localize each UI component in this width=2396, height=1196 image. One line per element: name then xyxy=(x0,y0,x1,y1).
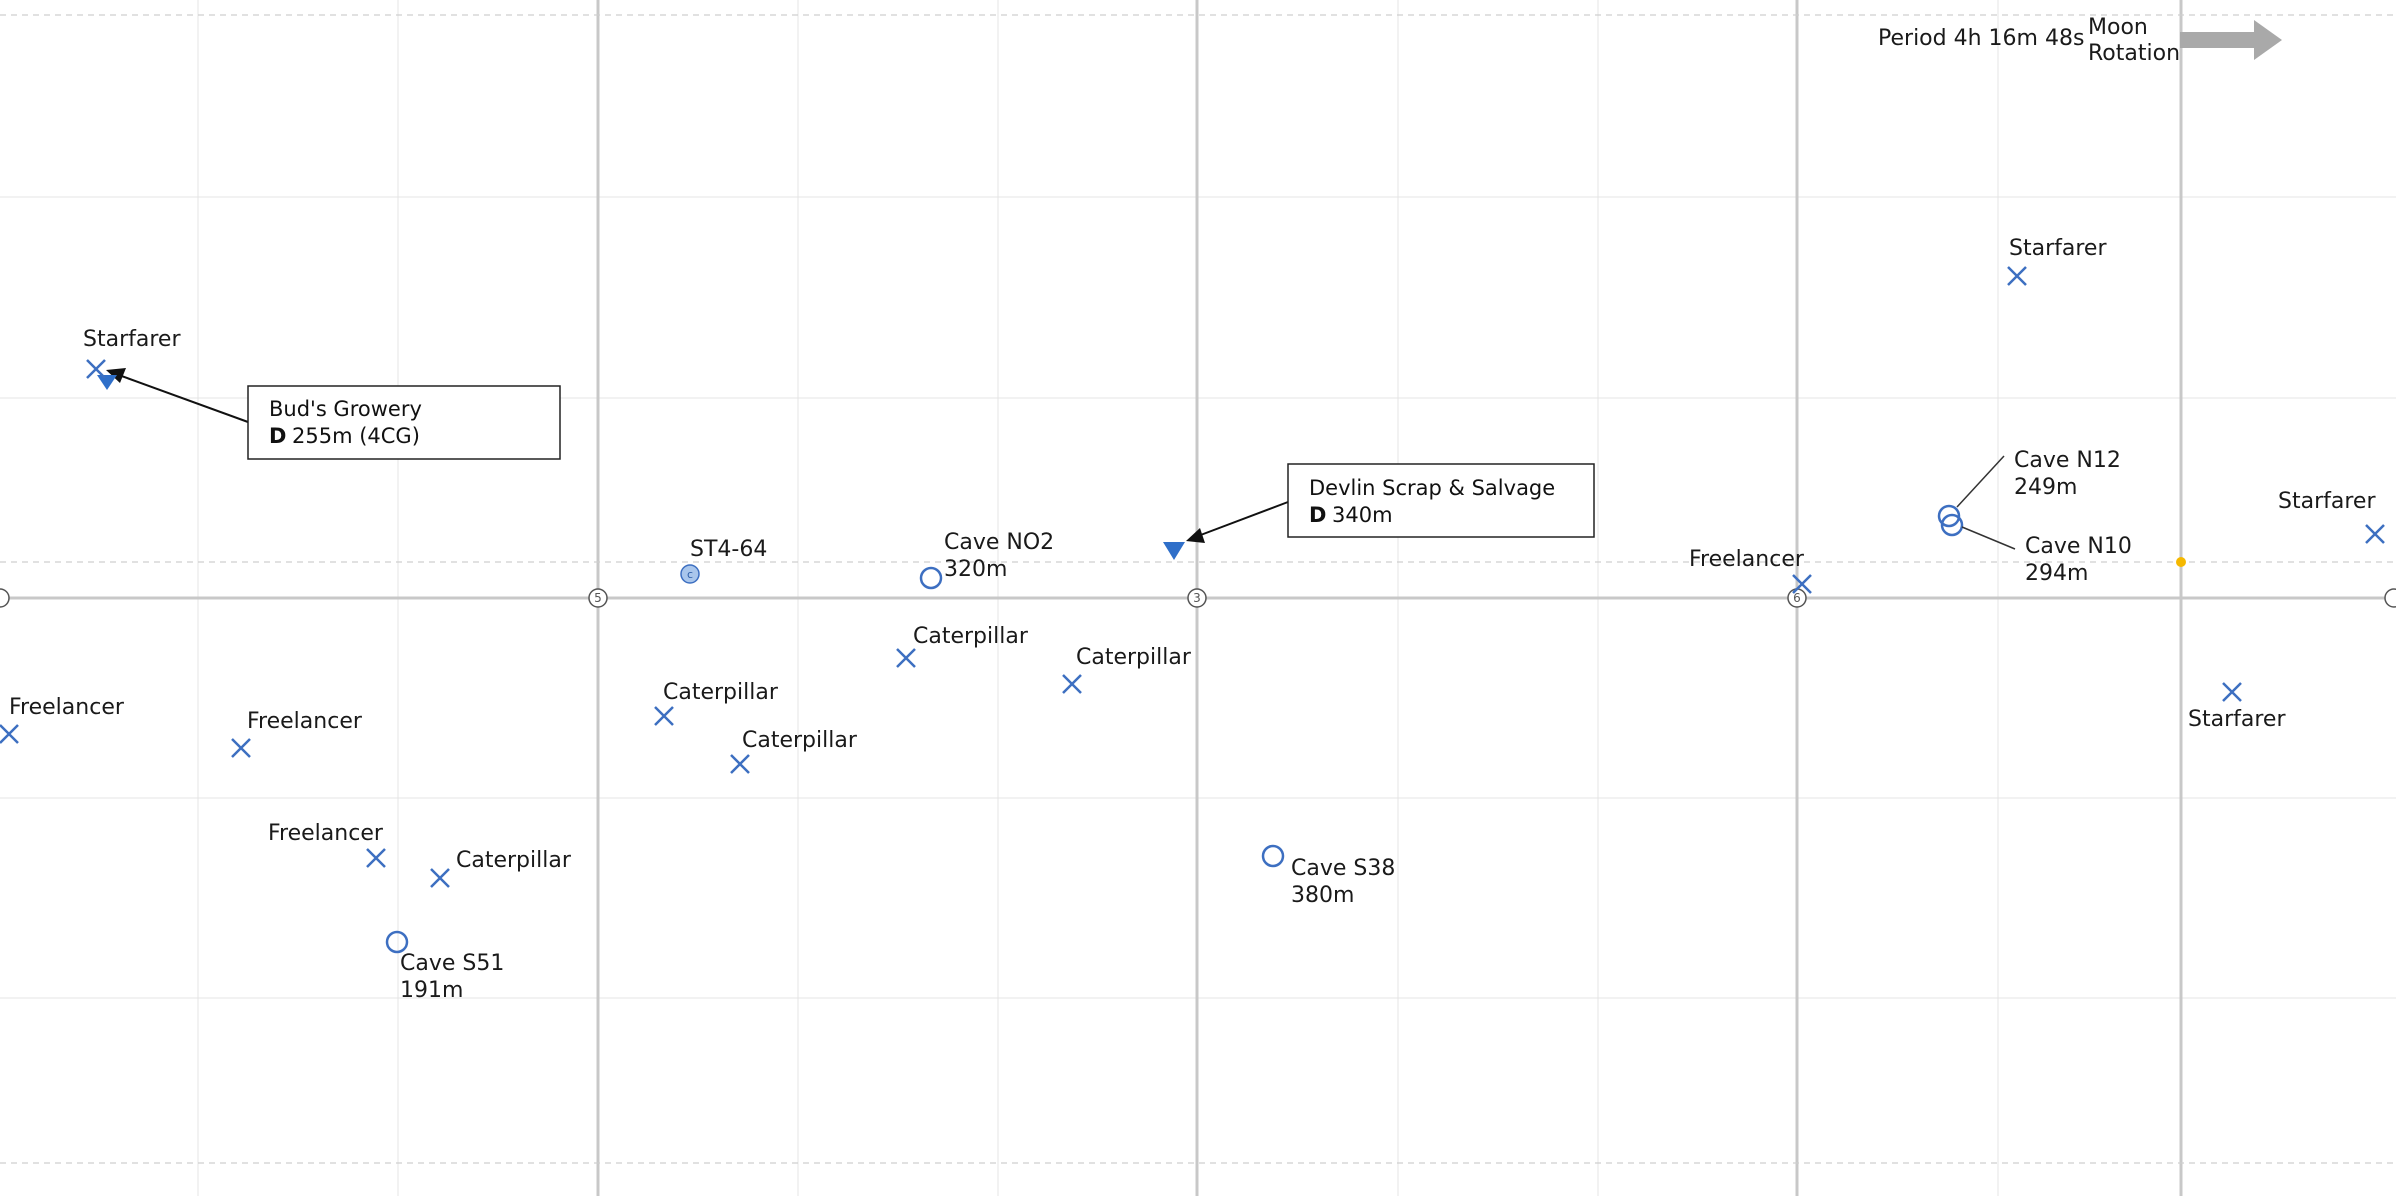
svg-text:6: 6 xyxy=(1793,591,1801,605)
cave-circle-icon xyxy=(1937,504,1961,528)
cave-depth: 320m xyxy=(944,557,1007,582)
wreck-freelancer[interactable]: Freelancer xyxy=(1689,547,1812,594)
callout-title: Bud's Growery xyxy=(269,397,422,421)
wreck-caterpillar[interactable]: Caterpillar xyxy=(654,680,779,726)
cave-depth: 191m xyxy=(400,978,463,1003)
cave-name: Cave S51 xyxy=(400,951,504,976)
wreck-label: Starfarer xyxy=(83,327,181,352)
cave-circle-icon xyxy=(919,566,943,590)
cave-circle-icon xyxy=(1940,513,1964,537)
wreck-x-icon xyxy=(86,359,106,379)
callout-buds-growery[interactable]: Bud's Growery D 255m (4CG) xyxy=(106,368,561,460)
sun-position-dot xyxy=(2176,557,2186,567)
settlement-label: ST4-64 xyxy=(690,537,767,562)
cave-leader-line xyxy=(1961,526,2016,550)
cave-name: Cave N12 xyxy=(2014,448,2121,473)
wreck-caterpillar[interactable]: Caterpillar xyxy=(1062,645,1192,694)
svg-text:3: 3 xyxy=(1193,591,1201,605)
callout-distance-prefix: D xyxy=(1309,503,1326,527)
wreck-label: Freelancer xyxy=(247,709,363,734)
wreck-x-icon xyxy=(1062,674,1082,694)
wreck-x-icon xyxy=(896,648,916,668)
wreck-label: Caterpillar xyxy=(913,624,1029,649)
arrow-right-icon xyxy=(2180,20,2282,60)
cave-no2[interactable]: Cave NO2 320m xyxy=(919,530,1054,590)
wreck-x-icon xyxy=(366,848,386,868)
wreck-label: Caterpillar xyxy=(1076,645,1192,670)
svg-text:5: 5 xyxy=(594,591,602,605)
wreck-label: Freelancer xyxy=(1689,547,1805,572)
rotation-period-text: Period 4h 16m 48s xyxy=(1878,26,2084,51)
cave-n12[interactable]: Cave N12 249m xyxy=(1937,448,2121,528)
cave-depth: 294m xyxy=(2025,561,2088,586)
callout-box xyxy=(1287,463,1595,538)
wreck-label: Starfarer xyxy=(2188,707,2286,732)
axis-marker-5: 5 xyxy=(588,588,608,608)
wreck-starfarer[interactable]: Starfarer xyxy=(2278,489,2385,544)
cave-s51[interactable]: Cave S51 191m xyxy=(385,930,504,1003)
wreck-starfarer[interactable]: Starfarer xyxy=(2188,682,2286,732)
cave-circle-icon xyxy=(385,930,409,954)
cave-name: Cave N10 xyxy=(2025,534,2132,559)
outpost-buds-growery-marker[interactable] xyxy=(97,375,117,390)
cave-n10[interactable]: Cave N10 294m xyxy=(1940,513,2132,586)
cave-s38[interactable]: Cave S38 380m xyxy=(1261,844,1395,908)
settlement-icon xyxy=(680,564,700,584)
wreck-label: Starfarer xyxy=(2009,236,2107,261)
rotation-label-line1: Moon xyxy=(2088,15,2148,40)
outpost-devlin-marker[interactable] xyxy=(1163,542,1185,560)
wreck-starfarer[interactable]: Starfarer xyxy=(2007,236,2107,286)
cave-name: Cave S38 xyxy=(1291,856,1395,881)
axis-markers: 5 3 6 xyxy=(0,588,2396,608)
wreck-label: Caterpillar xyxy=(663,680,779,705)
wreck-x-icon xyxy=(1792,574,1812,594)
wreck-x-icon xyxy=(2365,524,2385,544)
wreck-label: Freelancer xyxy=(268,821,384,846)
axis-marker-right-edge xyxy=(2384,588,2396,608)
axis-marker-6: 6 xyxy=(1787,588,1807,608)
axis-marker-left-edge xyxy=(0,588,10,608)
wreck-freelancer[interactable]: Freelancer xyxy=(231,709,363,758)
wreck-x-icon xyxy=(0,724,19,744)
cave-leader-line xyxy=(1956,455,2005,508)
wreck-caterpillar[interactable]: Caterpillar xyxy=(430,848,572,888)
wreck-x-icon xyxy=(231,738,251,758)
moon-rotation-header: Period 4h 16m 48s Moon Rotation xyxy=(1878,15,2282,66)
wreck-markers: Starfarer Starfarer Starfarer Starfarer … xyxy=(0,236,2385,888)
wreck-label: Caterpillar xyxy=(742,728,858,753)
axis-marker-3: 3 xyxy=(1187,588,1207,608)
wreck-label: Starfarer xyxy=(2278,489,2376,514)
wreck-label: Freelancer xyxy=(9,695,125,720)
cave-circle-icon xyxy=(1261,844,1285,868)
callout-leader-line xyxy=(115,373,249,423)
wreck-freelancer[interactable]: Freelancer xyxy=(0,695,125,744)
callout-distance-prefix: D xyxy=(269,424,286,448)
wreck-x-icon xyxy=(2222,682,2242,702)
wreck-x-icon xyxy=(654,706,674,726)
callout-title: Devlin Scrap & Salvage xyxy=(1309,476,1555,500)
callout-distance: 255m (4CG) xyxy=(292,424,420,448)
wreck-freelancer[interactable]: Freelancer xyxy=(268,821,386,868)
cave-depth: 249m xyxy=(2014,475,2077,500)
callout-box xyxy=(247,385,561,460)
wreck-starfarer[interactable]: Starfarer xyxy=(83,327,181,379)
wreck-label: Caterpillar xyxy=(456,848,572,873)
wreck-x-icon xyxy=(730,754,750,774)
wreck-x-icon xyxy=(430,868,450,888)
wreck-caterpillar[interactable]: Caterpillar xyxy=(896,624,1029,668)
callout-leader-line xyxy=(1197,501,1289,537)
svg-text:c: c xyxy=(687,568,693,581)
callout-distance: 340m xyxy=(1332,503,1393,527)
arrow-head-icon xyxy=(1186,528,1205,543)
cave-depth: 380m xyxy=(1291,883,1354,908)
rotation-label-line2: Rotation xyxy=(2088,41,2180,66)
wreck-caterpillar[interactable]: Caterpillar xyxy=(730,728,858,774)
cave-name: Cave NO2 xyxy=(944,530,1054,555)
callout-devlin-scrap-salvage[interactable]: Devlin Scrap & Salvage D 340m xyxy=(1186,463,1595,543)
settlement-st4-64[interactable]: c ST4-64 xyxy=(680,537,767,584)
wreck-x-icon xyxy=(2007,266,2027,286)
